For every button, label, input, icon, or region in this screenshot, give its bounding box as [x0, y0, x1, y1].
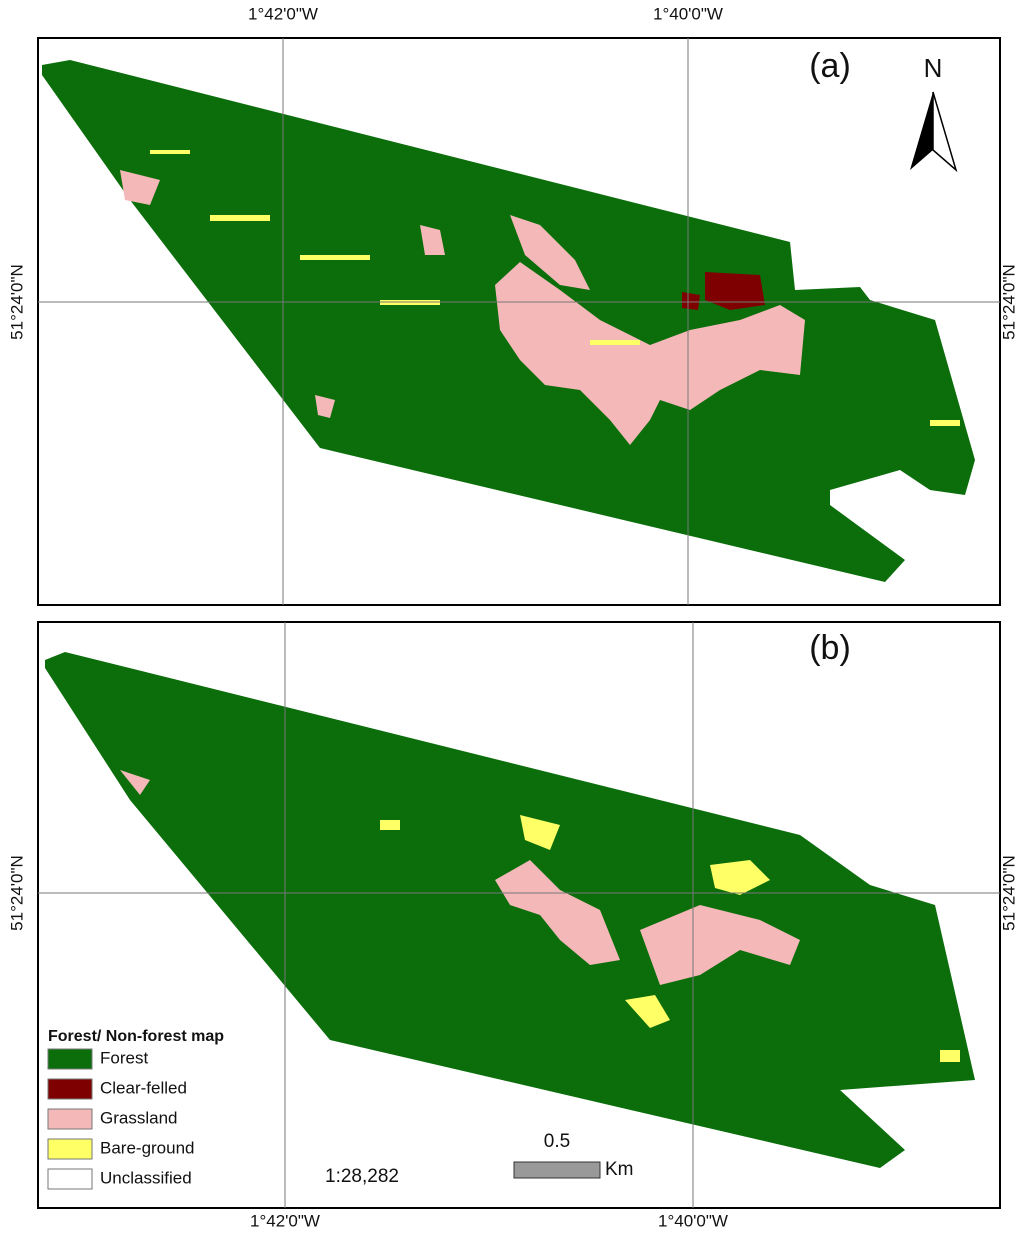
grassland-patches: [120, 770, 800, 985]
panel-a: 1°42'0"W 1°40'0"W 51°24'0"N 51°24'0"N (a…: [7, 4, 1018, 606]
latitude-label: 51°24'0"N: [7, 264, 26, 340]
longitude-label: 1°40'0"W: [658, 1211, 728, 1230]
scale-bar: [513, 1161, 601, 1179]
longitude-label: 1°40'0"W: [653, 4, 723, 23]
legend-swatch: [47, 1108, 93, 1130]
north-label: N: [924, 53, 943, 83]
panel-b: 1°42'0"W 1°40'0"W 51°24'0"N 51°24'0"N (b…: [7, 621, 1018, 1230]
latitude-label: 51°24'0"N: [7, 855, 26, 931]
scale-ratio: 1:28,282: [325, 1166, 399, 1187]
forest-area: [45, 652, 975, 1168]
legend-title: Forest/ Non-forest map: [48, 1028, 224, 1045]
legend-label: Clear-felled: [100, 1078, 187, 1097]
latitude-label: 51°24'0"N: [999, 855, 1018, 931]
longitude-label: 1°42'0"W: [248, 4, 318, 23]
legend-label: Grassland: [100, 1108, 177, 1127]
legend-swatch: [47, 1168, 93, 1190]
scale-distance: 0.5: [544, 1131, 570, 1152]
legend-swatch: [47, 1138, 93, 1160]
latitude-label: 51°24'0"N: [999, 264, 1018, 340]
north-arrow: [932, 91, 958, 173]
legend-swatch: [47, 1078, 93, 1100]
legend-label: Bare-ground: [100, 1138, 195, 1157]
clear-felled-patches: [682, 272, 765, 310]
bare-ground-patches: [380, 815, 960, 1062]
scale-unit: Km: [605, 1159, 634, 1180]
grassland-patches: [120, 170, 805, 445]
north-arrow: [910, 92, 933, 170]
legend-label: Unclassified: [100, 1168, 192, 1187]
longitude-label: 1°42'0"W: [250, 1211, 320, 1230]
legend-label: Forest: [100, 1048, 148, 1067]
legend: Forest Clear-felled Grassland Bare-ground Un…: [47, 1048, 195, 1190]
panel-label: (b): [809, 629, 851, 667]
legend-swatch: [47, 1048, 93, 1070]
panel-label: (a): [809, 47, 851, 85]
